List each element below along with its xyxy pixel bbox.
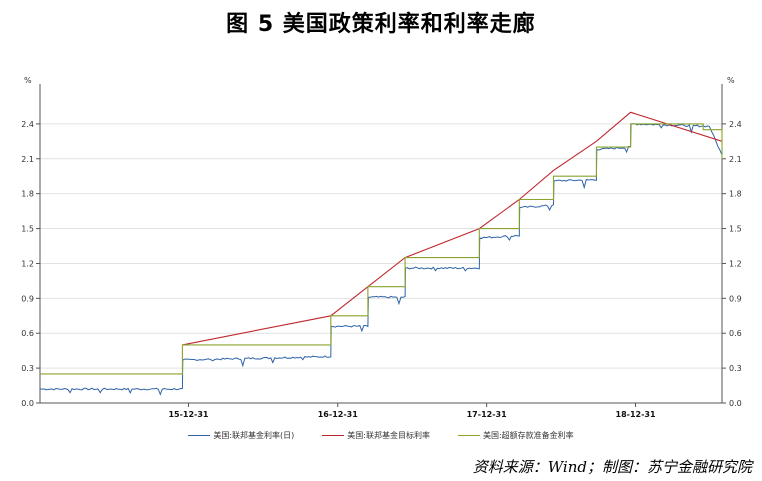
series-line-0	[39, 123, 723, 396]
y-tick-label-left: 1.5	[21, 225, 34, 234]
x-tick-label: 15-12-31	[168, 410, 208, 419]
y-tick-label-left: 2.1	[21, 155, 34, 164]
chart-title: 图 5 美国政策利率和利率走廊	[226, 12, 536, 37]
axes: 0.0 0.0 0.3 0.3 0.6 0.6 0.9 0.9 1.2 1.2 1.5 1.5 1.8 1…	[21, 84, 742, 419]
grid-lines	[40, 123, 722, 404]
y-tick-label-left: 1.8	[21, 190, 34, 199]
legend-item-ffr-daily: 美国:联邦基金利率(日)	[188, 430, 294, 441]
y-tick-label-right: 0.3	[729, 364, 742, 373]
y-tick-label-left: 0.6	[21, 329, 34, 338]
y-tick-label-right: 0.6	[729, 329, 742, 338]
y-unit-left: %	[24, 76, 32, 85]
y-tick-label-right: 0.9	[729, 294, 742, 303]
y-tick-label-right: 1.5	[729, 225, 742, 234]
x-tick-label: 16-12-31	[318, 410, 358, 419]
series-line-1	[182, 111, 723, 346]
y-tick-label-left: 0.3	[21, 364, 34, 373]
y-tick-label-right: 1.8	[729, 190, 742, 199]
legend-item-ioer: 美国:超额存款准备金利率	[457, 430, 574, 441]
legend-swatch-ioer	[457, 435, 480, 436]
series-group	[39, 111, 723, 396]
legend-item-ffr-target: 美国:联邦基金目标利率	[322, 430, 430, 441]
x-tick-label: 18-12-31	[616, 410, 656, 419]
y-tick-label-left: 0.9	[21, 294, 34, 303]
y-tick-label-right: 0.0	[729, 399, 742, 408]
x-tick-label: 17-12-31	[467, 410, 507, 419]
y-tick-label-left: 2.4	[21, 120, 34, 129]
legend-label-ffr-daily: 美国:联邦基金利率(日)	[213, 431, 295, 440]
y-unit-right: %	[727, 76, 735, 85]
y-tick-label-right: 2.1	[729, 155, 742, 164]
y-tick-label-left: 0.0	[21, 399, 34, 408]
series-line-2	[40, 123, 723, 375]
legend-label-ioer: 美国:超额存款准备金利率	[482, 431, 574, 440]
y-tick-label-right: 2.4	[729, 120, 742, 129]
y-tick-label-left: 1.2	[21, 259, 34, 268]
legend-swatch-ffr-target	[322, 435, 345, 436]
legend: 美国:联邦基金利率(日) 美国:联邦基金目标利率 美国:超额存款准备金利率	[0, 430, 762, 441]
legend-label-ffr-target: 美国:联邦基金目标利率	[347, 431, 430, 440]
source-note: 资料来源：Wind；制图：苏宁金融研究院	[472, 458, 752, 476]
y-tick-label-right: 1.2	[729, 259, 742, 268]
legend-swatch-ffr-daily	[188, 435, 211, 436]
